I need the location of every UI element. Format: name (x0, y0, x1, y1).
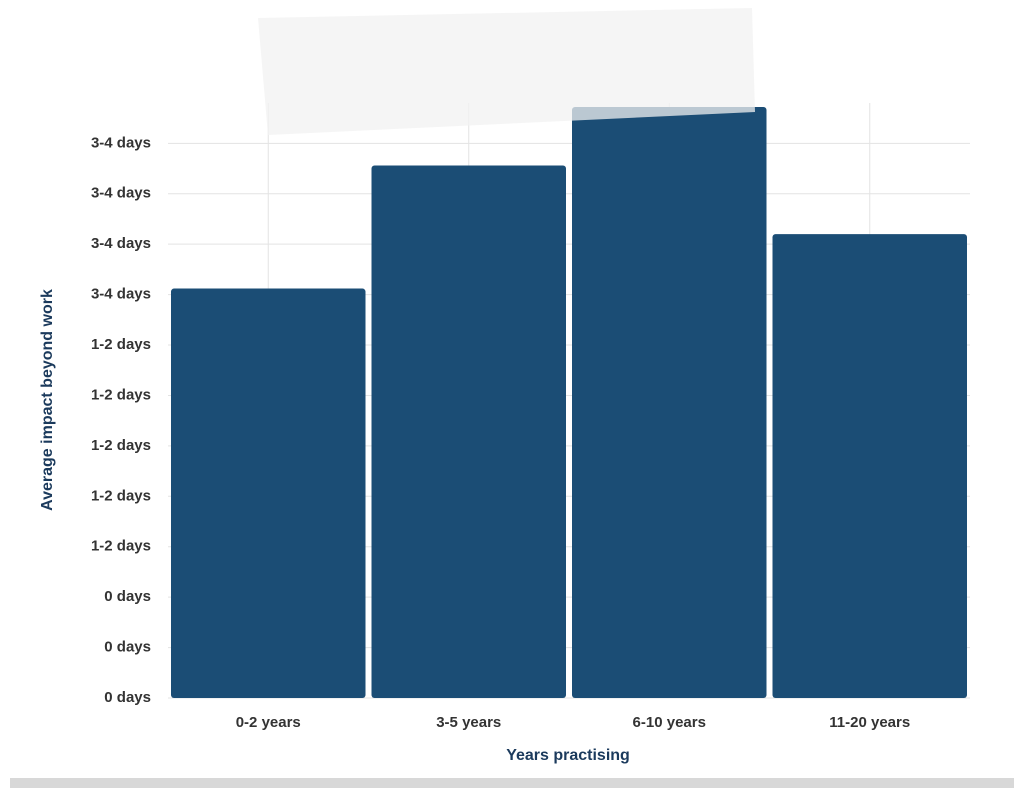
bar (171, 288, 366, 698)
y-tick-label: 1-2 days (91, 487, 151, 504)
bar (572, 107, 767, 699)
x-axis-title: Years practising (506, 747, 630, 764)
y-tick-label: 3-4 days (91, 134, 151, 151)
y-tick-label: 1-2 days (91, 538, 151, 555)
bar (772, 234, 967, 699)
y-tick-label: 0 days (104, 689, 151, 706)
bar (371, 165, 566, 699)
tape (258, 8, 755, 135)
y-tick-label: 3-4 days (91, 286, 151, 303)
y-tick-label: 3-4 days (91, 235, 151, 252)
y-tick-label: 1-2 days (91, 437, 151, 454)
y-tick-label: 1-2 days (91, 336, 151, 353)
y-tick-label: 0 days (104, 639, 151, 656)
y-tick-label: 1-2 days (91, 386, 151, 403)
y-tick-label: 0 days (104, 588, 151, 605)
x-tick-label: 6-10 years (633, 714, 706, 731)
y-tick-label: 3-4 days (91, 185, 151, 202)
plot-area: 0 days 0 days 0 days 1-2 days 1-2 days 1-2 da… (91, 103, 970, 731)
y-axis-title: Average impact beyond work (39, 289, 56, 511)
x-tick-label: 11-20 years (829, 714, 910, 731)
x-tick-label: 0-2 years (236, 714, 301, 731)
x-tick-label: 3-5 years (436, 714, 501, 731)
